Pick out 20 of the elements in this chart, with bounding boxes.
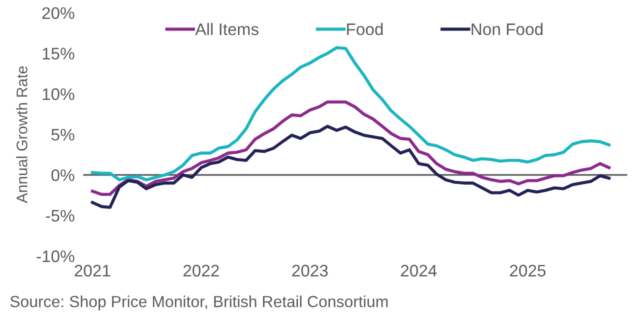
x-tick-label: 2022 bbox=[183, 264, 219, 277]
line-series bbox=[90, 124, 611, 209]
y-axis-title: Annual Growth Rate bbox=[16, 66, 28, 204]
y-tick-label: 20% bbox=[42, 7, 74, 20]
y-tick-label: 5% bbox=[51, 128, 74, 141]
y-tick-label: 10% bbox=[42, 88, 74, 100]
x-tick-label: 2024 bbox=[400, 264, 437, 277]
y-tick-label: 15% bbox=[42, 48, 74, 60]
legend-label: Non Food bbox=[472, 22, 542, 36]
y-tick-label: -10% bbox=[36, 250, 74, 262]
y-tick-label: -5% bbox=[46, 210, 74, 222]
x-tick-label: 2021 bbox=[74, 264, 110, 277]
y-tick-label: 0% bbox=[51, 169, 74, 182]
x-tick-label: 2025 bbox=[510, 264, 546, 277]
legend-label: Food bbox=[347, 22, 383, 36]
legend-label: All Items bbox=[195, 22, 258, 36]
line-series bbox=[90, 100, 611, 196]
line-series bbox=[90, 46, 611, 182]
source-note: Source: Shop Price Monitor, British Retail Consortium bbox=[10, 296, 388, 310]
x-tick-label: 2023 bbox=[292, 264, 328, 277]
